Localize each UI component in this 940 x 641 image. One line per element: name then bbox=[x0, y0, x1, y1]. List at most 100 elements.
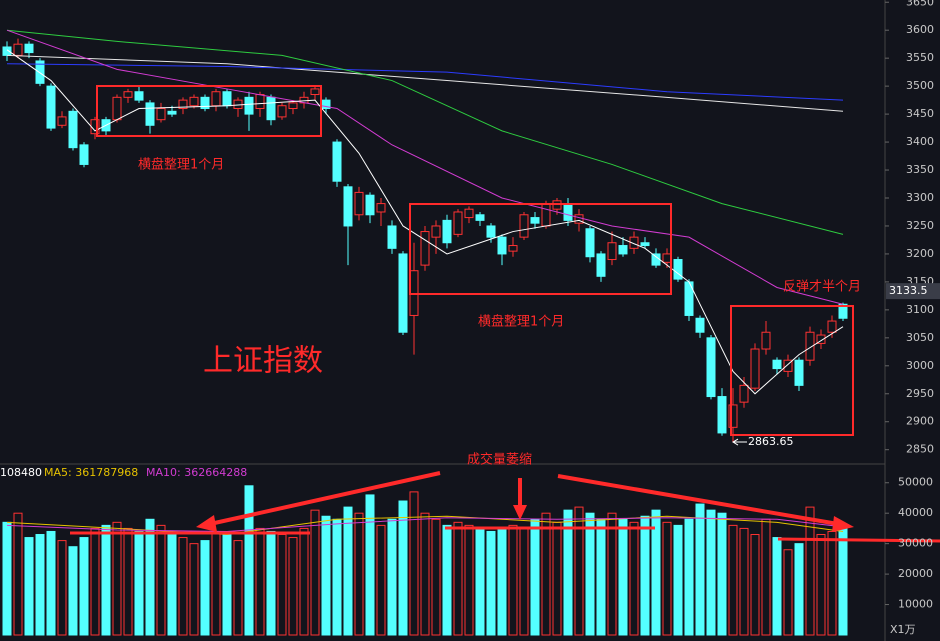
candle-body bbox=[310, 88, 320, 96]
current-price: 3133.5 bbox=[889, 284, 928, 297]
candle-body bbox=[112, 96, 122, 121]
candle-body bbox=[453, 211, 463, 235]
volume-bar bbox=[277, 534, 287, 636]
volume-bar bbox=[299, 527, 309, 636]
candle-body bbox=[618, 245, 628, 255]
volume-bar bbox=[772, 537, 782, 636]
y-tick-label: 3100 bbox=[906, 303, 934, 316]
volume-bar bbox=[310, 509, 320, 636]
volume-bar bbox=[79, 537, 89, 636]
volume-bar bbox=[189, 543, 199, 636]
y-tick-label: 2950 bbox=[906, 387, 934, 400]
volume-bar bbox=[167, 534, 177, 636]
candle-body bbox=[739, 384, 749, 403]
candle-body bbox=[420, 231, 430, 266]
volume-bar bbox=[728, 524, 738, 636]
candle-body bbox=[827, 320, 837, 333]
candle-body bbox=[805, 331, 815, 361]
volume-bar bbox=[200, 540, 210, 636]
volume-bar bbox=[563, 509, 573, 636]
candle-body bbox=[794, 359, 804, 386]
candle-body bbox=[486, 225, 496, 238]
volume-tick-label: 40000 bbox=[898, 506, 933, 519]
candle-body bbox=[706, 337, 716, 398]
volume-bar bbox=[651, 509, 661, 636]
volume-bar bbox=[783, 549, 793, 636]
volume-bar bbox=[629, 521, 639, 636]
volume-bar bbox=[596, 518, 606, 636]
volume-legend: 108480 bbox=[0, 466, 42, 479]
volume-bar bbox=[816, 534, 826, 636]
volume-tick-label: 20000 bbox=[898, 567, 933, 580]
y-tick-label: 3250 bbox=[906, 219, 934, 232]
candle-body bbox=[288, 102, 298, 110]
volume-bar bbox=[178, 537, 188, 636]
y-tick-label: 3550 bbox=[906, 51, 934, 64]
volume-bar bbox=[431, 518, 441, 636]
candle-body bbox=[365, 194, 375, 216]
ma-line bbox=[6, 63, 844, 101]
candle-body bbox=[651, 253, 661, 266]
volume-bar bbox=[739, 527, 749, 636]
volume-bar bbox=[13, 512, 23, 636]
candle-body bbox=[343, 186, 353, 227]
box bbox=[730, 305, 854, 436]
volume-bar bbox=[541, 512, 551, 636]
volume-bar bbox=[222, 534, 232, 636]
candle-body bbox=[178, 99, 188, 110]
volume-bar bbox=[145, 518, 155, 636]
volume-bar bbox=[827, 530, 837, 636]
volume-bar bbox=[420, 512, 430, 636]
volume-bar bbox=[134, 530, 144, 636]
annotation-arrows bbox=[70, 471, 940, 543]
volume-bar bbox=[321, 515, 331, 636]
volume-bar bbox=[706, 509, 716, 636]
volume-bar bbox=[46, 530, 56, 636]
volume-bar bbox=[24, 537, 34, 636]
chart-title: 上证指数 bbox=[203, 344, 323, 379]
volume-bar bbox=[695, 503, 705, 636]
volume-bar bbox=[475, 527, 485, 636]
candle-body bbox=[673, 259, 683, 280]
candle-body bbox=[134, 91, 144, 101]
volume-bar bbox=[662, 521, 672, 636]
candle-body bbox=[640, 242, 650, 247]
volume-tick-label: 50000 bbox=[898, 476, 933, 489]
volume-bar bbox=[838, 527, 848, 636]
candle-body bbox=[244, 96, 254, 115]
candle-body bbox=[541, 203, 551, 227]
volume-bar bbox=[365, 494, 375, 636]
volume-bar bbox=[607, 512, 617, 636]
volume-bar bbox=[57, 540, 67, 636]
candle-body bbox=[222, 91, 232, 107]
candle-body bbox=[695, 317, 705, 333]
candle-body bbox=[717, 396, 727, 434]
candle-body bbox=[354, 191, 364, 216]
volume-bar bbox=[156, 524, 166, 636]
candle-body bbox=[145, 102, 155, 126]
ma-line bbox=[6, 49, 844, 395]
box-label: 横盘整理1个月 bbox=[478, 314, 564, 330]
ma-line bbox=[6, 517, 844, 532]
y-tick-label: 3600 bbox=[906, 23, 934, 36]
y-tick-label: 3350 bbox=[906, 163, 934, 176]
candle-body bbox=[750, 348, 760, 389]
box bbox=[96, 85, 322, 137]
volume-bar bbox=[266, 530, 276, 636]
volume-bar bbox=[376, 524, 386, 636]
ma-line bbox=[6, 54, 844, 112]
volume-bar bbox=[640, 515, 650, 636]
volume-bar bbox=[123, 527, 133, 636]
volume-tick-label: 10000 bbox=[898, 598, 933, 611]
volume-bar bbox=[574, 506, 584, 636]
y-tick-label: 3500 bbox=[906, 79, 934, 92]
volume-bar bbox=[387, 518, 397, 636]
candle-body bbox=[332, 141, 342, 182]
candle-body bbox=[772, 359, 782, 370]
volume-bar bbox=[409, 491, 419, 636]
volume-bar bbox=[673, 524, 683, 636]
volume-bar bbox=[585, 512, 595, 636]
candle-body bbox=[497, 236, 507, 255]
candle-body bbox=[255, 94, 265, 110]
volume-label: 成交量萎缩 bbox=[467, 452, 532, 468]
